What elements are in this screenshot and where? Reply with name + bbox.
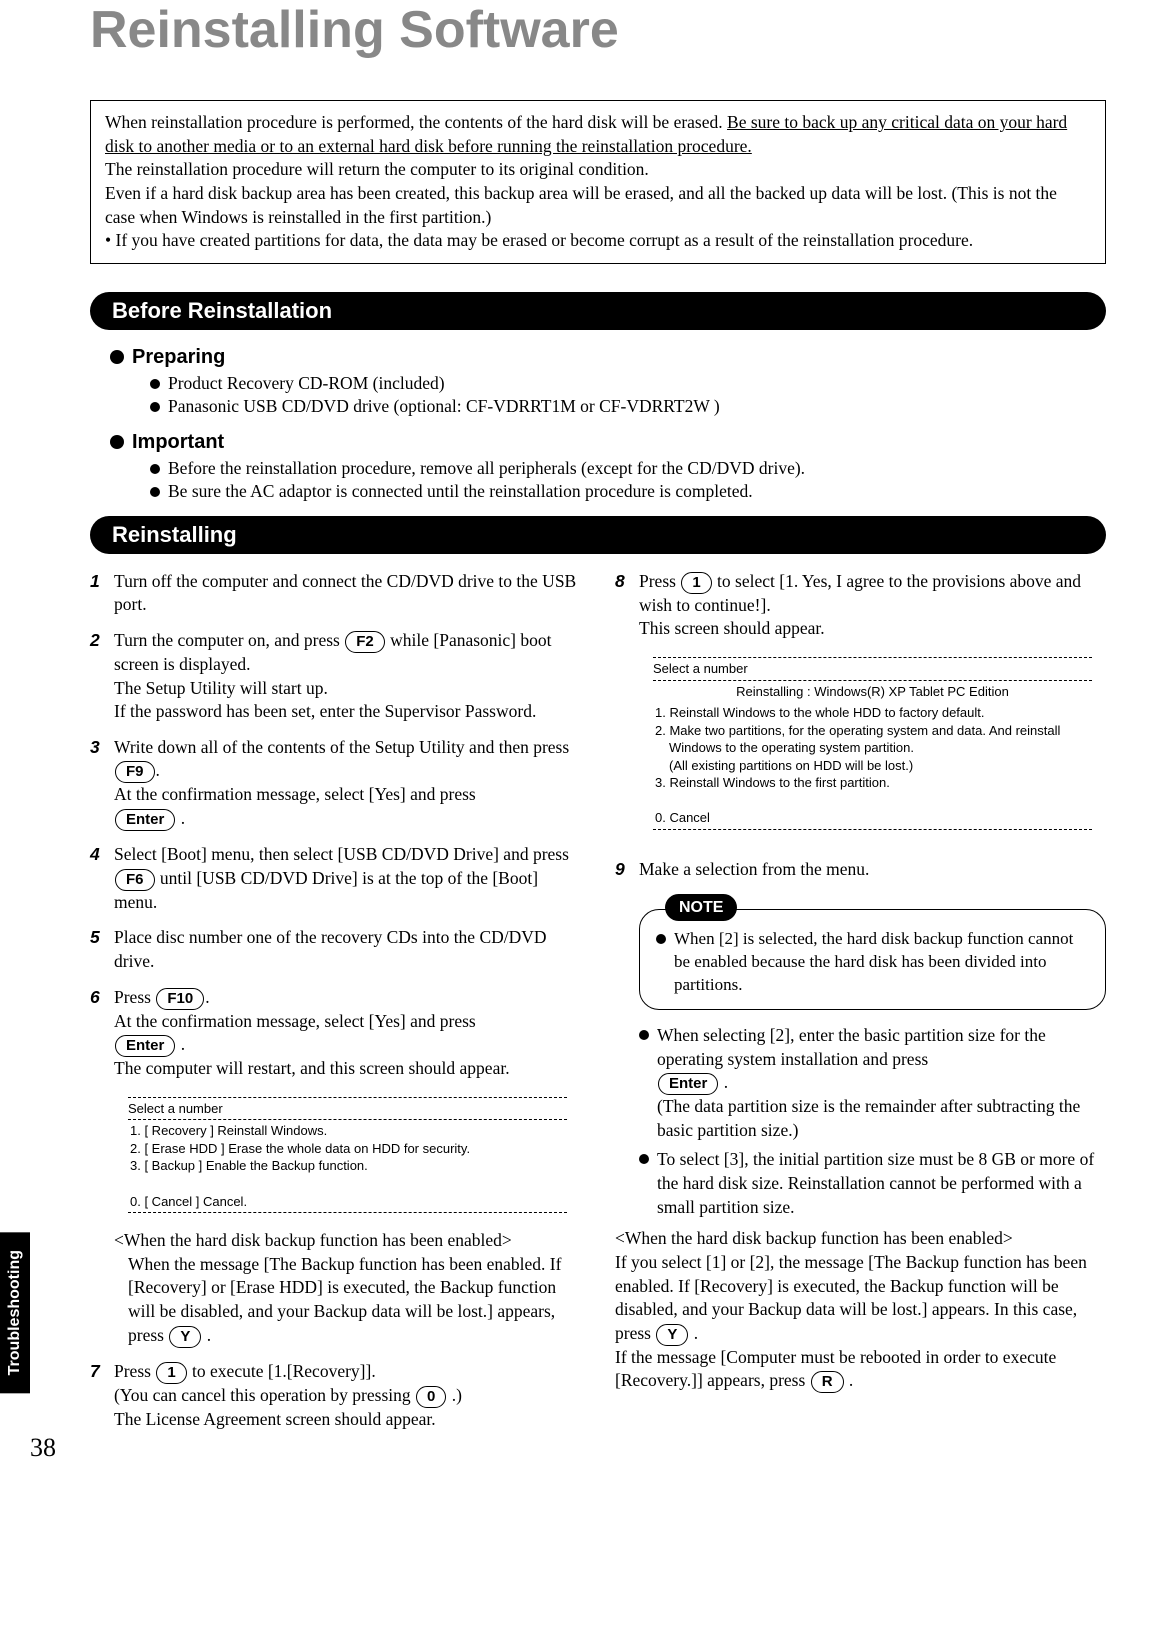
step-num: 8 xyxy=(615,570,639,846)
bullet-icon xyxy=(656,934,666,944)
key-y: Y xyxy=(656,1324,688,1346)
heading-preparing: Preparing xyxy=(110,346,1106,369)
bullet-icon xyxy=(150,464,160,474)
key-f9: F9 xyxy=(115,761,155,783)
list-item: Panasonic USB CD/DVD drive (optional: CF… xyxy=(168,396,720,417)
list-item: Before the reinstallation procedure, rem… xyxy=(168,458,805,479)
heading-preparing-text: Preparing xyxy=(132,346,225,369)
note-box: When [2] is selected, the hard disk back… xyxy=(639,909,1106,1010)
step-body: Turn off the computer and connect the CD… xyxy=(114,570,581,617)
step-num: 7 xyxy=(90,1360,114,1432)
key-y: Y xyxy=(169,1326,201,1348)
page-title: Reinstalling Software xyxy=(90,0,1106,60)
right-column: 8 Press 1 to select [1. Yes, I agree to … xyxy=(615,570,1106,1443)
step-num: 2 xyxy=(90,629,114,724)
side-tab-troubleshooting: Troubleshooting xyxy=(0,1232,30,1393)
preparing-list: Product Recovery CD-ROM (included) Panas… xyxy=(150,373,1106,417)
page-number: 38 xyxy=(30,1433,56,1463)
screen-box-1: Select a number 1. [ Recovery ] Reinstal… xyxy=(114,1089,581,1221)
key-f2: F2 xyxy=(345,631,385,653)
when-enabled-heading: <When the hard disk backup function has … xyxy=(615,1227,1106,1251)
heading-important-text: Important xyxy=(132,431,224,454)
intro-box: When reinstallation procedure is perform… xyxy=(90,100,1106,264)
intro-line1a: When reinstallation procedure is perform… xyxy=(105,112,727,132)
bullet-icon xyxy=(110,435,124,449)
list-item: Product Recovery CD-ROM (included) xyxy=(168,373,445,394)
key-enter: Enter xyxy=(115,809,175,831)
note-label: NOTE xyxy=(665,894,737,922)
key-0: 0 xyxy=(416,1386,446,1408)
step-body: Place disc number one of the recovery CD… xyxy=(114,926,581,973)
step-body: Select [Boot] menu, then select [USB CD/… xyxy=(114,843,581,914)
screen-box-2: Select a number Reinstalling : Windows(R… xyxy=(639,649,1106,838)
step-body: Press 1 to select [1. Yes, I agree to th… xyxy=(639,570,1106,846)
bullet-icon xyxy=(639,1154,649,1164)
list-item: Be sure the AC adaptor is connected unti… xyxy=(168,481,753,502)
bullet-icon xyxy=(110,350,124,364)
step-num: 4 xyxy=(90,843,114,914)
bullet-icon xyxy=(150,402,160,412)
step-num: 3 xyxy=(90,736,114,831)
step-num: 5 xyxy=(90,926,114,973)
intro-line2: The reinstallation procedure will return… xyxy=(105,159,649,179)
intro-line4: • If you have created partitions for dat… xyxy=(105,230,973,250)
bullet-icon xyxy=(639,1030,649,1040)
key-enter: Enter xyxy=(658,1073,718,1095)
left-column: 1 Turn off the computer and connect the … xyxy=(90,570,581,1443)
intro-line3: Even if a hard disk backup area has been… xyxy=(105,183,1057,227)
key-f10: F10 xyxy=(156,988,204,1010)
step-body: Press 1 to execute [1.[Recovery]]. (You … xyxy=(114,1360,581,1432)
section-reinstalling: Reinstalling xyxy=(90,516,1106,554)
bullet-icon xyxy=(150,487,160,497)
key-r: R xyxy=(811,1371,844,1393)
when-enabled-heading: <When the hard disk backup function has … xyxy=(114,1229,581,1253)
key-1: 1 xyxy=(681,572,711,594)
step-num: 1 xyxy=(90,570,114,617)
step-body: Write down all of the contents of the Se… xyxy=(114,736,581,831)
step-body: Turn the computer on, and press F2 while… xyxy=(114,629,581,724)
bullet-icon xyxy=(150,379,160,389)
section-before-reinstallation: Before Reinstallation xyxy=(90,292,1106,330)
key-enter: Enter xyxy=(115,1035,175,1057)
step-body: Make a selection from the menu. NOTE Whe… xyxy=(639,858,1106,1393)
important-list: Before the reinstallation procedure, rem… xyxy=(150,458,1106,502)
step-body: Press F10. At the confirmation message, … xyxy=(114,986,581,1348)
key-1: 1 xyxy=(156,1362,186,1384)
step-num: 6 xyxy=(90,986,114,1348)
key-f6: F6 xyxy=(115,869,155,891)
heading-important: Important xyxy=(110,431,1106,454)
